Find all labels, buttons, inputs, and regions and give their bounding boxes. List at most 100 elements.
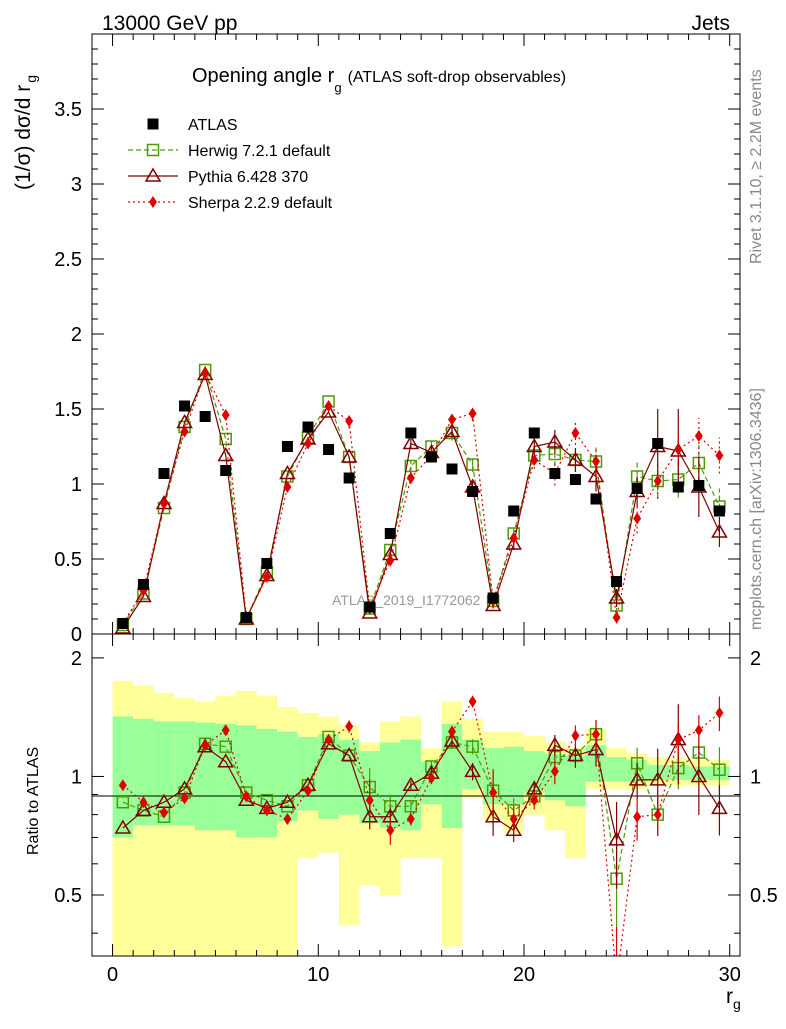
sherpa-ratio-point-28 bbox=[694, 724, 703, 737]
green-band-3 bbox=[174, 721, 195, 826]
sherpa-ratio-point-27 bbox=[674, 733, 683, 746]
herwig-line bbox=[122, 368, 720, 626]
sherpa-ratio-point-22 bbox=[571, 729, 580, 742]
sherpa-ratio-point-12 bbox=[365, 794, 374, 807]
green-band-9 bbox=[297, 736, 319, 811]
pythia-point-29 bbox=[711, 523, 728, 538]
svg-text:(1/σ) dσ/d rg: (1/σ) dσ/d r g bbox=[12, 75, 39, 190]
pythia-ratio-point-8 bbox=[279, 793, 296, 808]
green-band-1 bbox=[133, 718, 154, 826]
sherpa-line bbox=[122, 371, 720, 624]
pythia-ratio-point-17 bbox=[464, 762, 481, 778]
ratio-series-group bbox=[114, 695, 728, 956]
sherpa-ratio-point-2 bbox=[160, 806, 168, 819]
legend-label-pythia: Pythia 6.428 370 bbox=[188, 169, 308, 186]
sherpa-ratio-point-10 bbox=[324, 733, 333, 746]
sherpa-point-29 bbox=[715, 449, 724, 462]
atlas-point-24 bbox=[611, 576, 623, 587]
atlas-point-13 bbox=[384, 528, 396, 539]
sherpa-point-23 bbox=[592, 455, 600, 468]
sherpa-point-3 bbox=[180, 425, 189, 438]
legend-label-sherpa: Sherpa 2.2.9 default bbox=[188, 195, 333, 212]
ratio-y-tick-label-right-0: 0.5 bbox=[750, 885, 778, 907]
pythia-point-1 bbox=[135, 588, 152, 603]
pythia-ratio-point-24 bbox=[608, 831, 625, 846]
herwig-ratio-point-8 bbox=[281, 800, 294, 813]
atlas-point-5 bbox=[220, 465, 232, 476]
chart-title-main: Opening angle r bbox=[192, 65, 335, 87]
atlas-point-10 bbox=[323, 444, 335, 455]
green-band-5 bbox=[215, 723, 236, 831]
sherpa-point-10 bbox=[324, 400, 333, 412]
ratio-frame bbox=[91, 633, 741, 957]
legend-marker-sherpa bbox=[149, 196, 157, 208]
atlas-point-3 bbox=[179, 400, 191, 412]
sherpa-point-24 bbox=[612, 611, 621, 624]
sherpa-ratio-point-16 bbox=[448, 725, 456, 738]
sherpa-ratio-point-14 bbox=[406, 812, 415, 825]
atlas-point-16 bbox=[446, 463, 458, 475]
x-tick-label-0: 0 bbox=[107, 964, 118, 986]
pythia-ratio-point-1 bbox=[135, 801, 152, 817]
pythia-ratio-point-10 bbox=[320, 735, 337, 750]
sherpa-point-19 bbox=[509, 532, 518, 544]
atlas-point-4 bbox=[199, 411, 211, 422]
sherpa-ratio-point-11 bbox=[345, 720, 354, 733]
y-tick-label-6: 3 bbox=[71, 174, 82, 196]
herwig-ratio-point-5 bbox=[219, 740, 232, 753]
legend-marker-atlas bbox=[147, 118, 159, 130]
green-band-10 bbox=[318, 734, 339, 819]
green-band-20 bbox=[524, 751, 545, 793]
legend-label-herwig: Herwig 7.2.1 default bbox=[188, 143, 331, 160]
ratio-y-axis-label: Ratio to ATLAS bbox=[25, 747, 42, 855]
y-tick-label-7: 3.5 bbox=[54, 99, 82, 121]
atlas-point-27 bbox=[672, 481, 684, 493]
y-tick-label-0: 0 bbox=[71, 624, 82, 646]
pythia-point-8 bbox=[279, 465, 296, 480]
x-tick-label-2: 20 bbox=[513, 964, 535, 986]
pythia-point-22 bbox=[567, 451, 584, 466]
atlas-point-17 bbox=[467, 486, 479, 497]
atlas-point-6 bbox=[240, 612, 252, 623]
herwig-ratio-line bbox=[122, 732, 720, 879]
atlas-point-19 bbox=[508, 505, 520, 517]
y-tick-label-4: 2 bbox=[71, 324, 82, 346]
rivet-label: Rivet 3.1.10, ≥ 2.2M events bbox=[748, 69, 765, 264]
pythia-point-24 bbox=[608, 589, 625, 604]
axes-group: 0 10 20 30 0 0.5 1 1.5 2 2.5 3 3.5 0.5 0.5 1 1 2 2 bbox=[54, 33, 778, 986]
legend-marker-herwig bbox=[146, 143, 160, 157]
ratio-y-tick-label-2: 2 bbox=[71, 648, 82, 670]
pythia-ratio-point-14 bbox=[402, 776, 420, 791]
sherpa-point-25 bbox=[633, 512, 642, 525]
atlas-point-1 bbox=[137, 579, 149, 590]
sherpa-ratio-point-13 bbox=[386, 824, 395, 837]
sherpa-point-7 bbox=[262, 571, 271, 583]
sherpa-ratio-point-25 bbox=[633, 810, 642, 823]
y-tick-label-5: 2.5 bbox=[54, 249, 82, 271]
sherpa-ratio-point-3 bbox=[180, 792, 189, 805]
sherpa-point-28 bbox=[694, 430, 703, 442]
sherpa-ratio-line bbox=[122, 700, 720, 956]
y-axis-label: (1/σ) dσ/d r g bbox=[12, 75, 39, 190]
sherpa-ratio-point-17 bbox=[468, 695, 477, 708]
y-tick-label-3: 1.5 bbox=[54, 399, 82, 421]
sherpa-point-9 bbox=[304, 437, 312, 450]
legend: ATLAS Herwig 7.2.1 default Pythia 6.428 37… bbox=[128, 117, 333, 212]
pythia-ratio-point-28 bbox=[690, 767, 708, 783]
pythia-ratio-point-25 bbox=[628, 771, 646, 786]
sherpa-ratio-point-20 bbox=[530, 794, 539, 807]
green-band-6 bbox=[236, 725, 257, 838]
pythia-point-10 bbox=[320, 403, 337, 418]
sherpa-point-5 bbox=[221, 409, 230, 421]
chart-title-sub: g bbox=[334, 80, 341, 95]
atlas-point-20 bbox=[528, 427, 540, 439]
pythia-ratio-point-5 bbox=[217, 753, 235, 768]
x-axis-label-sub: g bbox=[733, 996, 741, 1012]
sherpa-ratio-point-7 bbox=[262, 804, 271, 817]
pythia-ratio-point-0 bbox=[114, 819, 132, 834]
ratio-y-tick-label-1: 1 bbox=[71, 766, 82, 788]
atlas-point-26 bbox=[652, 438, 664, 449]
pythia-point-20 bbox=[525, 438, 543, 453]
sherpa-ratio-point-8 bbox=[283, 812, 292, 825]
